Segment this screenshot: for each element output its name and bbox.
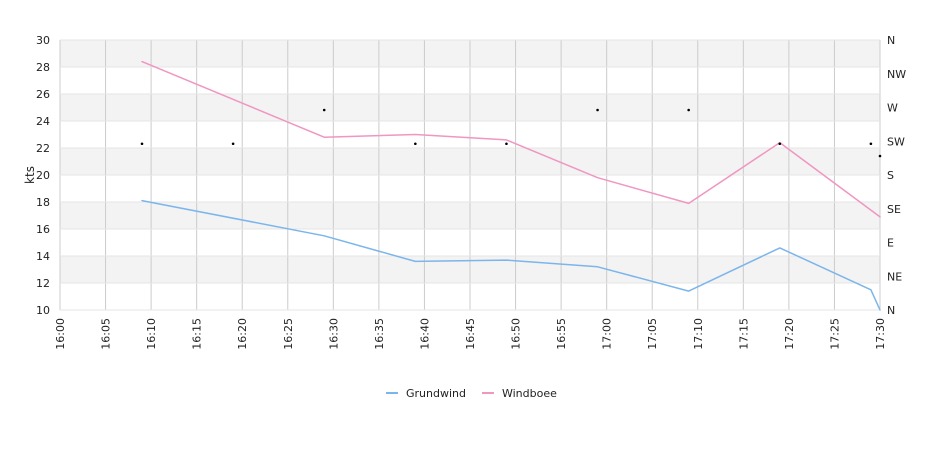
x-tick-label: 16:15	[191, 318, 204, 350]
x-tick-label: 17:00	[601, 318, 614, 350]
direction-tick-label: SE	[887, 203, 901, 216]
y-tick-label: 24	[36, 115, 50, 128]
wind-direction-markers	[140, 108, 882, 158]
x-tick-label: 17:10	[692, 318, 705, 350]
x-tick-label: 17:25	[828, 318, 841, 350]
direction-tick-label: W	[887, 102, 898, 115]
y-tick-label: 10	[36, 304, 50, 317]
x-axis-ticks: 16:00 16:05 16:10 16:15 16:20 16:25 16:30 16:35…	[54, 318, 887, 350]
y-tick-label: 14	[36, 250, 50, 263]
wind-direction-marker	[596, 108, 599, 112]
y-tick-label: 12	[36, 277, 50, 290]
wind-direction-marker	[322, 108, 326, 112]
y-tick-label: 16	[36, 223, 50, 236]
x-tick-label: 16:50	[510, 318, 523, 350]
x-tick-label: 17:20	[783, 318, 796, 350]
x-tick-label: 16:35	[373, 318, 386, 350]
direction-axis-ticks: N NE E SE S SW W NW N	[887, 34, 906, 317]
direction-tick-label: N	[887, 304, 895, 317]
wind-direction-marker	[231, 142, 235, 146]
x-tick-label: 16:30	[327, 318, 340, 350]
x-tick-label: 16:20	[236, 318, 249, 350]
y-tick-label: 30	[36, 34, 50, 47]
x-tick-label: 17:05	[646, 318, 659, 350]
direction-tick-label: NW	[887, 68, 906, 81]
direction-tick-label: E	[887, 237, 894, 250]
series-line-grundwind	[141, 199, 881, 311]
x-tick-label: 16:40	[418, 318, 431, 350]
wind-direction-marker	[414, 142, 417, 146]
wind-direction-marker	[505, 142, 508, 146]
x-tick-label: 17:30	[874, 318, 887, 350]
x-tick-label: 16:45	[464, 318, 477, 350]
direction-tick-label: N	[887, 34, 895, 47]
x-tick-label: 16:55	[555, 318, 568, 350]
wind-direction-marker	[778, 142, 782, 146]
x-tick-label: 16:00	[54, 318, 67, 350]
x-tick-label: 17:15	[737, 318, 750, 350]
wind-direction-marker	[878, 154, 882, 158]
legend-item-windboee[interactable]: Windboee	[502, 387, 557, 400]
wind-direction-marker	[687, 108, 690, 112]
legend[interactable]: Grundwind Windboee	[386, 387, 557, 400]
direction-tick-label: SW	[887, 135, 905, 148]
legend-item-grundwind[interactable]: Grundwind	[406, 387, 466, 400]
y-tick-label: 18	[36, 196, 50, 209]
horizontal-gridlines	[60, 39, 880, 311]
y-axis-title: kts	[23, 166, 37, 184]
series-lines	[141, 60, 881, 311]
x-tick-label: 16:25	[282, 318, 295, 350]
y-tick-label: 22	[36, 142, 50, 155]
y-axis-ticks: 10 12 14 16 18 20 22 24 26 28 30	[36, 34, 50, 317]
y-tick-label: 28	[36, 61, 50, 74]
y-tick-label: 20	[36, 169, 50, 182]
series-line-windboee	[141, 60, 881, 218]
x-tick-label: 16:10	[145, 318, 158, 350]
y-tick-label: 26	[36, 88, 50, 101]
wind-direction-marker	[140, 142, 144, 146]
direction-tick-label: NE	[887, 270, 902, 283]
wind-direction-marker	[869, 142, 873, 146]
x-tick-label: 16:05	[100, 318, 113, 350]
direction-tick-label: S	[887, 169, 894, 182]
